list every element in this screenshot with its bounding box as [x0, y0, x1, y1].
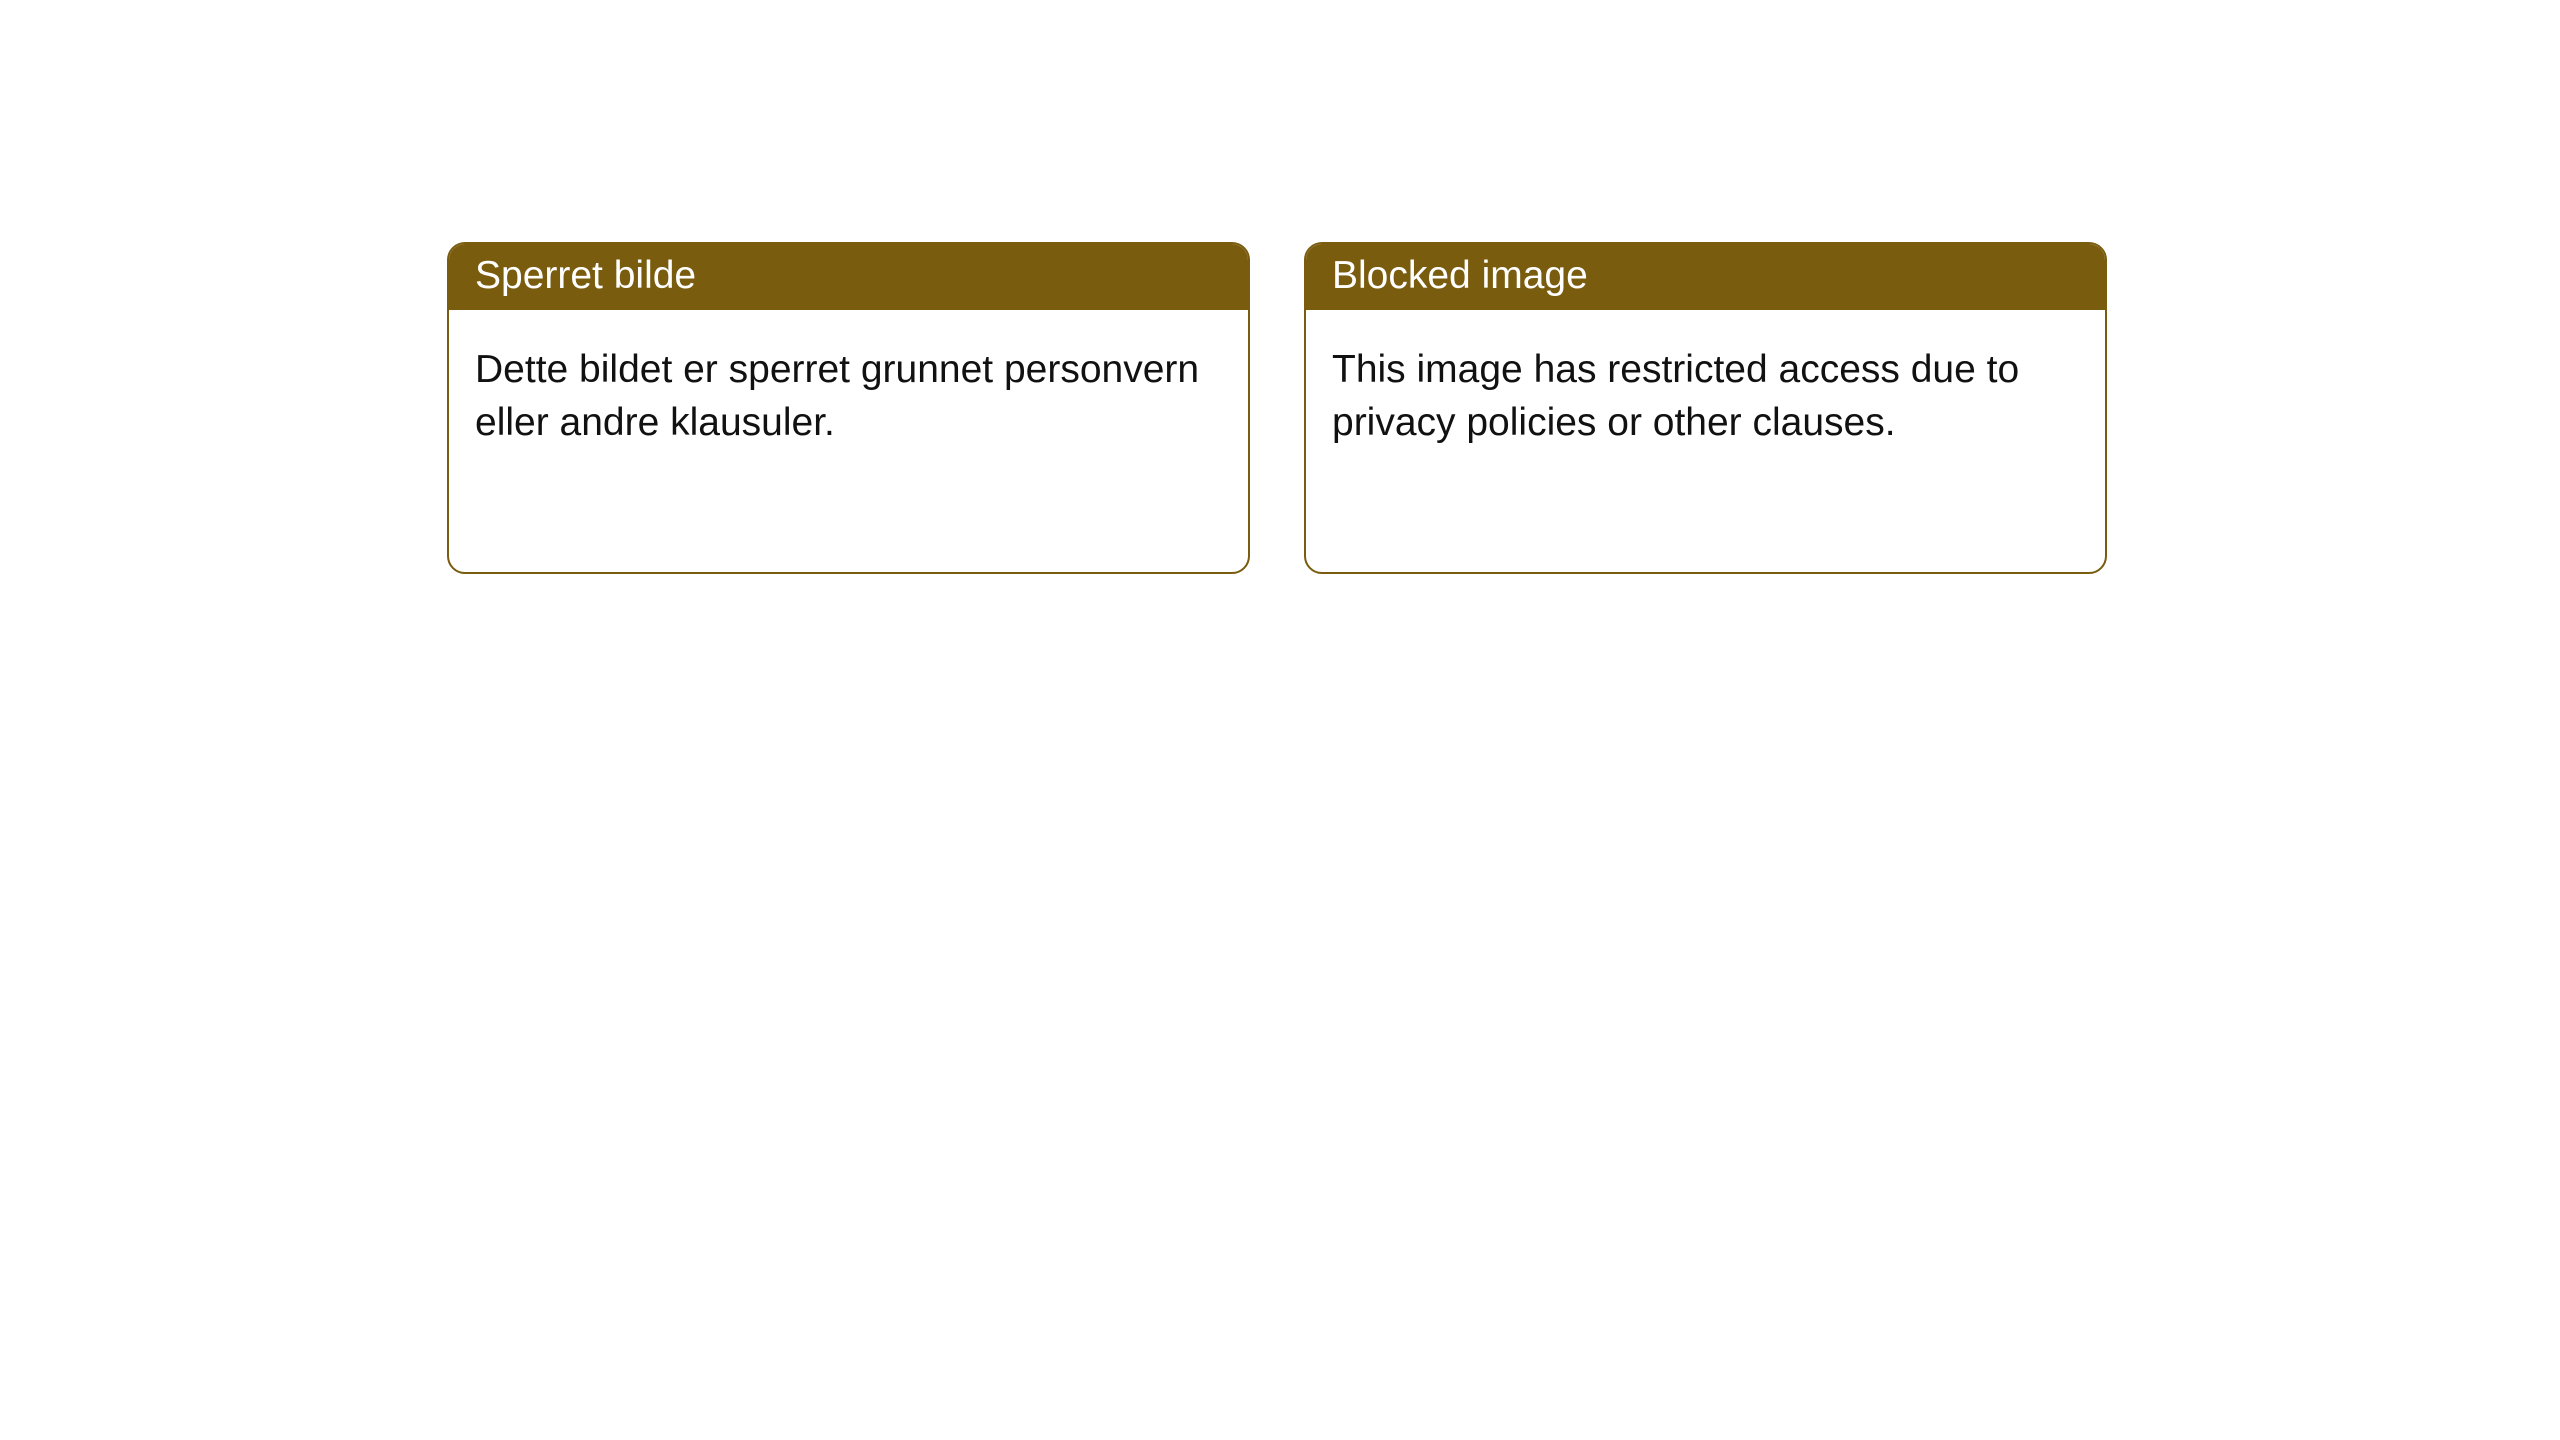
blocked-image-card-no: Sperret bilde Dette bildet er sperret gr…	[447, 242, 1250, 574]
card-body-en: This image has restricted access due to …	[1306, 310, 2105, 483]
notice-cards-container: Sperret bilde Dette bildet er sperret gr…	[0, 0, 2560, 574]
card-header-no: Sperret bilde	[449, 244, 1248, 310]
card-header-en: Blocked image	[1306, 244, 2105, 310]
blocked-image-card-en: Blocked image This image has restricted …	[1304, 242, 2107, 574]
card-body-no: Dette bildet er sperret grunnet personve…	[449, 310, 1248, 483]
